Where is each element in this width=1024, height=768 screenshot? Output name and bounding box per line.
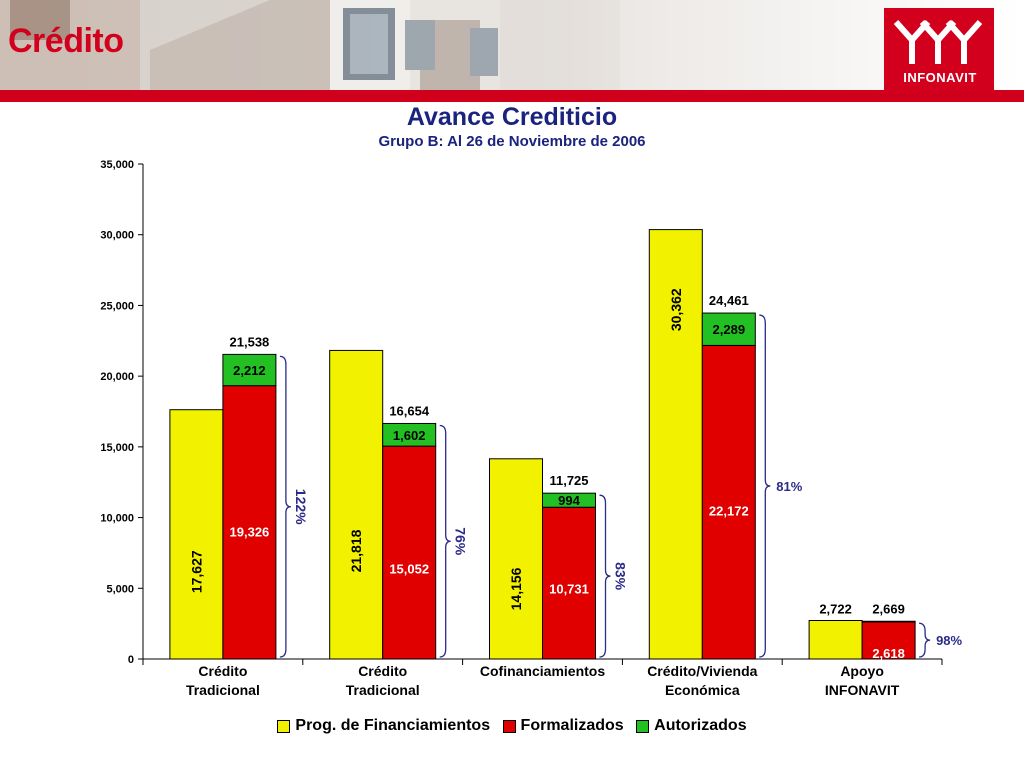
data-label-total: 21,538	[230, 334, 270, 349]
data-label-formalizados: 10,731	[549, 581, 589, 596]
y-tick-label: 20,000	[100, 371, 134, 383]
data-label-autorizados: 2,212	[233, 363, 266, 378]
data-label-autorizados: 1,602	[393, 428, 426, 443]
bar-prog-financiamientos	[648, 229, 703, 660]
data-label-total: 2,669	[872, 601, 905, 616]
chart-subtitle: Grupo B: Al 26 de Noviembre de 2006	[378, 133, 646, 150]
y-tick-label: 10,000	[100, 513, 134, 525]
x-category-label: Tradicional	[186, 682, 260, 698]
y-tick-label: 5,000	[106, 583, 134, 595]
legend-swatch-green	[636, 719, 650, 733]
bar-formalizados	[382, 445, 437, 660]
y-tick-label: 25,000	[100, 300, 134, 312]
percentage-label: 81%	[776, 479, 802, 494]
infonavit-logo-icon	[893, 20, 983, 64]
data-label-autorizados: 2,289	[713, 322, 746, 337]
percentage-label: 98%	[936, 633, 962, 648]
range-bracket	[919, 622, 931, 658]
data-label-formalizados: 15,052	[389, 561, 429, 576]
percentage-label: 76%	[453, 527, 469, 556]
legend-swatch-yellow	[277, 719, 291, 733]
x-category-label: Cofinanciamientos	[480, 663, 605, 679]
header-banner: Crédito INFONAVIT	[0, 0, 1024, 92]
range-bracket	[759, 314, 771, 658]
bar-autorizados	[222, 353, 277, 387]
bar-prog-financiamientos	[489, 458, 543, 660]
x-category-label: Económica	[665, 682, 740, 698]
data-label-prog: 14,156	[508, 567, 524, 610]
percentage-label: 122%	[293, 489, 309, 525]
data-label-formalizados: 19,326	[230, 525, 270, 540]
x-category-label: Crédito	[358, 663, 407, 679]
y-tick-label: 15,000	[100, 442, 134, 454]
legend-item-autorizados: Autorizados	[636, 717, 747, 735]
legend-item-prog: Prog. de Financiamientos	[277, 717, 490, 735]
range-bracket	[279, 355, 291, 658]
data-label-prog: 21,818	[348, 529, 364, 572]
x-category-label: Apoyo	[840, 663, 884, 679]
bar-autorizados	[542, 492, 596, 508]
x-category-label: Crédito	[198, 663, 247, 679]
legend-swatch-red	[502, 719, 516, 733]
x-category-label: INFONAVIT	[825, 682, 900, 698]
bar-autorizados	[701, 312, 756, 346]
header-red-rule	[0, 90, 1024, 102]
data-label-formalizados: 22,172	[709, 504, 749, 519]
bar-autorizados	[861, 620, 916, 623]
page-title: Crédito	[8, 22, 124, 60]
legend-label: Prog. de Financiamientos	[295, 717, 491, 734]
data-label-prog: 2,722	[819, 602, 852, 617]
data-label-autorizados: 994	[558, 493, 580, 508]
house-photo-background	[0, 0, 1024, 92]
bar-prog-financiamientos	[169, 409, 224, 660]
bar-autorizados	[382, 422, 437, 447]
y-tick-label: 35,000	[100, 159, 134, 171]
y-tick-label: 30,000	[100, 230, 134, 242]
chart-legend: Prog. de Financiamientos Formalizados Au…	[0, 717, 1024, 738]
data-label-total: 24,461	[709, 293, 749, 308]
bar-formalizados	[222, 385, 277, 660]
data-label-total: 11,725	[549, 473, 588, 488]
legend-item-formalizados: Formalizados	[502, 717, 624, 735]
range-bracket	[439, 424, 451, 658]
bar-prog-financiamientos	[808, 620, 863, 660]
bar-formalizados	[542, 506, 596, 660]
data-label-prog: 17,627	[188, 550, 204, 593]
range-bracket	[599, 494, 611, 658]
data-label-prog: 30,362	[668, 288, 684, 331]
data-label-formalizados: 2,618	[872, 646, 905, 661]
x-category-label: Crédito/Vivienda	[647, 663, 757, 679]
x-category-label: Tradicional	[346, 682, 420, 698]
logo-text: INFONAVIT	[903, 70, 977, 85]
legend-label: Autorizados	[654, 717, 747, 734]
y-tick-label: 0	[128, 654, 134, 666]
chart-title: Avance Crediticio	[406, 103, 618, 131]
bar-prog-financiamientos	[329, 349, 384, 660]
bar-formalizados	[701, 344, 756, 660]
data-label-total: 16,654	[389, 403, 430, 418]
percentage-label: 83%	[613, 562, 629, 591]
legend-label: Formalizados	[520, 717, 624, 734]
